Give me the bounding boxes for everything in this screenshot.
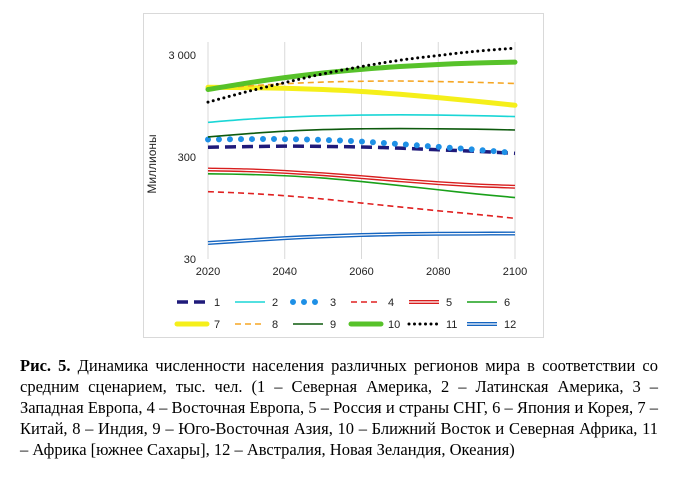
legend-item-6: 6 — [467, 297, 510, 309]
x-tick-label: 2060 — [349, 266, 373, 278]
legend-item-5: 5 — [409, 297, 452, 309]
legend-item-12: 12 — [467, 319, 516, 331]
legend-item-1: 1 — [177, 297, 220, 309]
figure-caption: Рис. 5. Динамика численности населения р… — [20, 355, 658, 460]
legend-item-10: 10 — [348, 319, 400, 331]
series-8-path — [207, 80, 516, 90]
legend-item-9: 9 — [293, 319, 336, 331]
series-7-line — [205, 84, 518, 108]
legend-label: 6 — [504, 297, 510, 309]
series-3-line — [205, 136, 518, 156]
legend-item-8: 8 — [235, 319, 278, 331]
series-layer — [205, 46, 518, 246]
series-10-line — [205, 59, 518, 93]
series-5-path — [207, 168, 516, 188]
y-axis-label: Миллионы — [145, 134, 159, 193]
series-11-line — [206, 46, 517, 104]
legend: 1 2 3 4 5 67 8 9 10 11 12 — [174, 297, 516, 331]
legend-label: 10 — [388, 319, 400, 331]
series-7-path — [205, 84, 518, 108]
x-tick-label: 2100 — [503, 266, 527, 278]
y-tick-label: 300 — [178, 152, 196, 164]
y-tick-label: 30 — [184, 254, 196, 266]
series-11-path — [206, 46, 517, 104]
legend-label: 7 — [214, 319, 220, 331]
series-2-path — [207, 113, 516, 124]
series-10-path — [205, 59, 518, 93]
legend-item-7: 7 — [174, 319, 220, 331]
legend-item-11: 11 — [407, 319, 457, 331]
y-axis-label-group: Миллионы — [145, 134, 159, 193]
series-12-path — [207, 232, 516, 244]
legend-label: 2 — [272, 297, 278, 309]
legend-label: 12 — [504, 319, 516, 331]
y-tick-label: 3 000 — [168, 50, 196, 62]
legend-item-3: 3 — [290, 297, 336, 309]
series-6-line — [207, 172, 516, 199]
series-8-line — [207, 80, 516, 90]
legend-label: 11 — [446, 319, 457, 331]
chart-figure: Миллионы 2020 2040 2060 2080 2100 3 000 300 30 … — [143, 13, 544, 338]
caption-text: Динамика численности населения различных… — [20, 356, 658, 459]
series-3-path — [205, 136, 518, 156]
legend-label: 8 — [272, 319, 278, 331]
legend-label: 3 — [330, 297, 336, 309]
x-tick-label: 2080 — [426, 266, 450, 278]
series-4-path — [207, 190, 516, 220]
series-5-line — [207, 167, 516, 189]
series-9-line — [207, 127, 516, 138]
axis-layer: 2020 2040 2060 2080 2100 3 000 300 30 — [168, 50, 527, 278]
series-12-line — [207, 231, 516, 246]
legend-label: 4 — [388, 297, 394, 309]
legend-label: 1 — [214, 297, 220, 309]
series-2-line — [207, 113, 516, 124]
x-tick-label: 2020 — [196, 266, 220, 278]
legend-item-4: 4 — [351, 297, 394, 309]
series-6-path — [207, 172, 516, 199]
legend-label: 9 — [330, 319, 336, 331]
legend-label: 5 — [446, 297, 452, 309]
x-tick-label: 2040 — [273, 266, 297, 278]
series-4-line — [207, 190, 516, 220]
legend-item-2: 2 — [235, 297, 278, 309]
series-1-line — [207, 144, 516, 156]
series-1-path — [207, 144, 516, 156]
series-9-path — [207, 127, 516, 138]
caption-label: Рис. 5. — [20, 356, 71, 375]
